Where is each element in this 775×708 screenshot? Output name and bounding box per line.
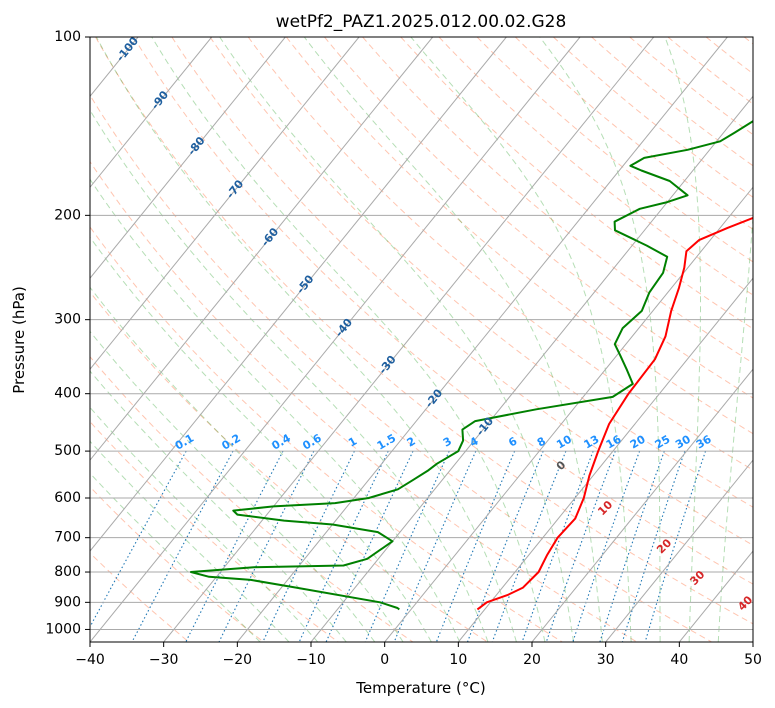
y-axis: 100 200 300 400 500 600 700 800 900 1000: [45, 29, 90, 637]
mixing-ratio-line: [621, 450, 686, 642]
moist-adiabat: [90, 236, 432, 642]
temperature-profile-line: [476, 216, 753, 611]
dry-adiabat: [90, 226, 563, 642]
mixing-ratio-line: [262, 450, 355, 642]
x-axis: −40 −30 −20 −10 0 10 20 30 40 50: [75, 642, 762, 668]
x-tick-label: 40: [670, 652, 688, 668]
moist-adiabat: [90, 472, 261, 642]
chart-title: wetPf2_PAZ1.2025.012.00.02.G28: [276, 12, 567, 32]
isotherm-line: [163, 37, 655, 642]
isotherm-line: [90, 37, 213, 189]
plot-background: [90, 37, 753, 642]
y-tick-label: 1000: [45, 621, 81, 637]
moist-adiabat: [151, 37, 546, 642]
mixing-ratio-line: [90, 450, 187, 629]
isotherm-line: [90, 37, 286, 280]
x-tick-label: −20: [223, 652, 253, 668]
mixing-ratio-line: [325, 450, 414, 642]
moist-adiabat: [90, 286, 404, 642]
isotherm-line: [90, 37, 434, 461]
x-tick-label: −10: [296, 652, 326, 668]
dewpoint-profile-line: [189, 120, 753, 611]
x-tick-label: 50: [744, 652, 762, 668]
moist-adiabat: [90, 440, 290, 642]
x-tick-label: −40: [75, 652, 105, 668]
dry-adiabat: [438, 37, 753, 296]
mixing-ratio-line: [599, 450, 665, 642]
mixing-ratio-line: [364, 450, 450, 642]
isotherm-line: [90, 37, 581, 642]
moist-adiabat: [90, 330, 376, 642]
mixing-ratio-line: [572, 450, 641, 642]
moist-adiabat: [664, 37, 701, 642]
dry-adiabat: [133, 37, 753, 585]
dry-adiabat: [514, 37, 753, 230]
y-tick-label: 600: [54, 490, 81, 506]
x-tick-label: 30: [597, 652, 615, 668]
y-tick-label: 400: [54, 386, 81, 402]
dry-adiabat: [171, 37, 753, 546]
y-tick-label: 200: [54, 207, 81, 223]
mixing-ratio-line: [131, 450, 234, 642]
y-tick-label: 800: [54, 564, 81, 580]
y-tick-label: 500: [54, 443, 81, 459]
moist-adiabat: [303, 37, 603, 642]
dry-adiabat: [209, 37, 753, 508]
moist-adiabat: [90, 370, 347, 642]
isotherm-line: [384, 186, 753, 642]
y-axis-label: Pressure (hPa): [10, 286, 28, 394]
x-tick-label: 20: [523, 652, 541, 668]
x-tick-label: 10: [449, 652, 467, 668]
isotherm-line: [457, 277, 753, 642]
x-axis-label: Temperature (°C): [355, 679, 485, 697]
moist-adiabat: [539, 37, 661, 642]
dry-adiabat: [285, 37, 753, 435]
isotherm-line: [236, 37, 728, 642]
isotherm-line: [752, 641, 753, 642]
moist-adiabat: [90, 109, 489, 642]
y-tick-label: 700: [54, 530, 81, 546]
mixing-ratio-line: [393, 450, 477, 642]
dry-adiabat: [95, 37, 753, 625]
moist-adiabat: [90, 178, 461, 642]
y-tick-label: 300: [54, 312, 81, 328]
isotherm-line: [605, 459, 753, 642]
x-tick-label: 0: [380, 652, 389, 668]
background-lines: [90, 37, 753, 642]
moist-adiabat: [410, 37, 632, 642]
dry-adiabat: [90, 160, 638, 642]
x-tick-label: −30: [149, 652, 179, 668]
mixing-ratio-line: [435, 450, 516, 642]
dry-adiabat: [90, 94, 712, 642]
dry-adiabat: [90, 291, 488, 642]
moist-adiabat: [717, 210, 753, 642]
mixing-ratio-line: [644, 450, 707, 642]
dry-adiabat: [90, 486, 264, 642]
dry-adiabat: [90, 355, 414, 642]
y-tick-label: 900: [54, 594, 81, 610]
isotherm-line: [90, 37, 507, 552]
series-layer: [189, 120, 753, 611]
isotherm-line: [531, 368, 753, 642]
isotherm-line: [90, 37, 360, 370]
moist-adiabat: [95, 37, 517, 642]
y-tick-label: 100: [54, 29, 81, 45]
dry-adiabat: [400, 37, 753, 330]
plot-frame: [89, 36, 754, 643]
dry-adiabat: [553, 37, 753, 198]
moist-adiabat: [219, 37, 575, 642]
